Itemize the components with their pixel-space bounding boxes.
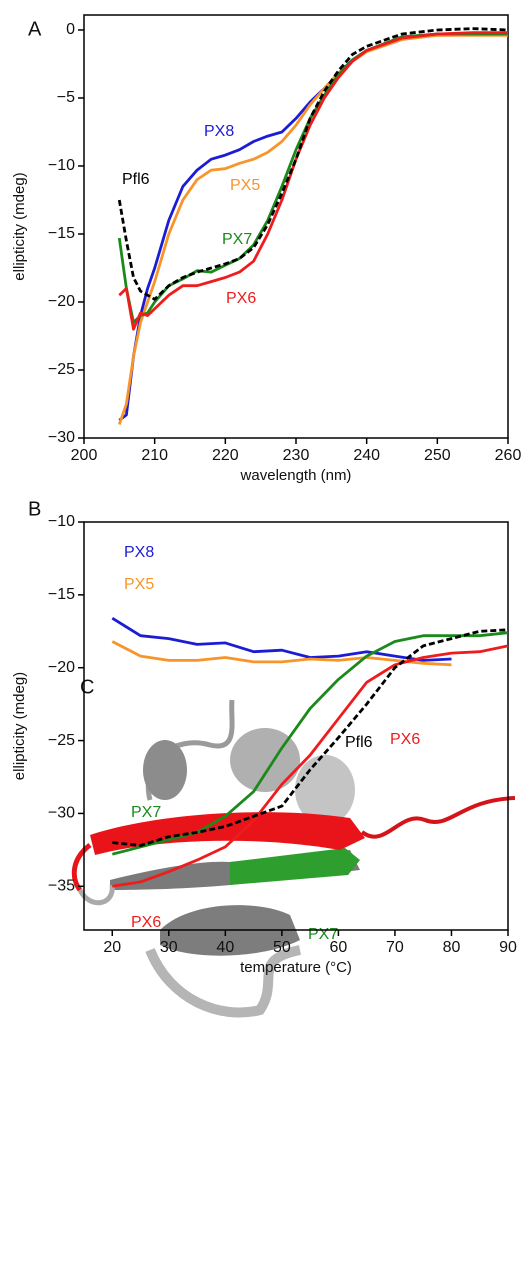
series-label: PX5 [230, 177, 260, 194]
series-label: PX8 [124, 544, 154, 561]
panel-label: A [28, 18, 42, 40]
x-tick-label: 240 [353, 447, 380, 464]
y-tick-label: −30 [48, 805, 75, 822]
series-label: PX6 [131, 914, 161, 931]
series-line [112, 644, 509, 888]
y-tick-label: −5 [57, 89, 75, 106]
series-line [112, 628, 509, 847]
y-tick-label: −25 [48, 732, 75, 749]
panel-label: B [28, 498, 41, 520]
series-label: PX8 [204, 123, 234, 140]
y-tick-label: −25 [48, 361, 75, 378]
y-tick-label: −35 [48, 878, 75, 895]
series-line [118, 32, 508, 422]
strand-px7 [230, 848, 360, 885]
loop [145, 945, 302, 1018]
strand-px6 [90, 812, 365, 855]
x-tick-label: 250 [424, 447, 451, 464]
y-tick-label: −15 [48, 586, 75, 603]
series-line [117, 34, 508, 425]
x-axis-title: temperature (°C) [240, 959, 352, 976]
series-label: PX5 [124, 576, 154, 593]
plot-frame [83, 521, 509, 931]
plot-frame [83, 14, 509, 439]
panel-label: C [80, 676, 94, 698]
x-tick-label: 70 [386, 939, 404, 956]
tail [360, 796, 516, 839]
x-tick-label: 230 [283, 447, 310, 464]
y-tick-label: −15 [48, 225, 75, 242]
x-tick-label: 40 [216, 939, 234, 956]
series-line [117, 27, 509, 301]
y-tick-label: −10 [48, 513, 75, 530]
x-tick-label: 80 [443, 939, 461, 956]
y-tick-label: −20 [48, 659, 75, 676]
loop [77, 884, 115, 906]
structure-label: PX6 [390, 731, 420, 748]
x-tick-label: 200 [71, 447, 98, 464]
y-tick-label: −20 [48, 293, 75, 310]
x-tick-label: 20 [103, 939, 121, 956]
y-tick-label: −30 [48, 429, 75, 446]
series-label: PX7 [222, 231, 252, 248]
x-tick-label: 220 [212, 447, 239, 464]
helix [230, 728, 300, 792]
x-axis-title: wavelength (nm) [240, 467, 352, 484]
series-label: Pfl6 [122, 171, 150, 188]
series-line [111, 640, 452, 667]
helix [295, 755, 355, 825]
y-axis-title: ellipticity (mdeg) [11, 672, 28, 780]
y-axis-title: ellipticity (mdeg) [11, 172, 28, 280]
y-tick-label: 0 [66, 21, 75, 38]
x-tick-label: 60 [330, 939, 348, 956]
x-tick-label: 260 [495, 447, 522, 464]
series-line [118, 31, 508, 331]
y-tick-label: −10 [48, 157, 75, 174]
x-tick-label: 210 [141, 447, 168, 464]
x-tick-label: 30 [160, 939, 178, 956]
x-tick-label: 50 [273, 939, 291, 956]
series-line [111, 617, 452, 662]
tail [71, 843, 92, 892]
helix [143, 740, 187, 800]
series-label: Pfl6 [345, 734, 373, 751]
series-line [111, 631, 509, 856]
series-label: PX6 [226, 290, 256, 307]
series-label: PX7 [131, 804, 161, 821]
x-tick-label: 90 [499, 939, 517, 956]
